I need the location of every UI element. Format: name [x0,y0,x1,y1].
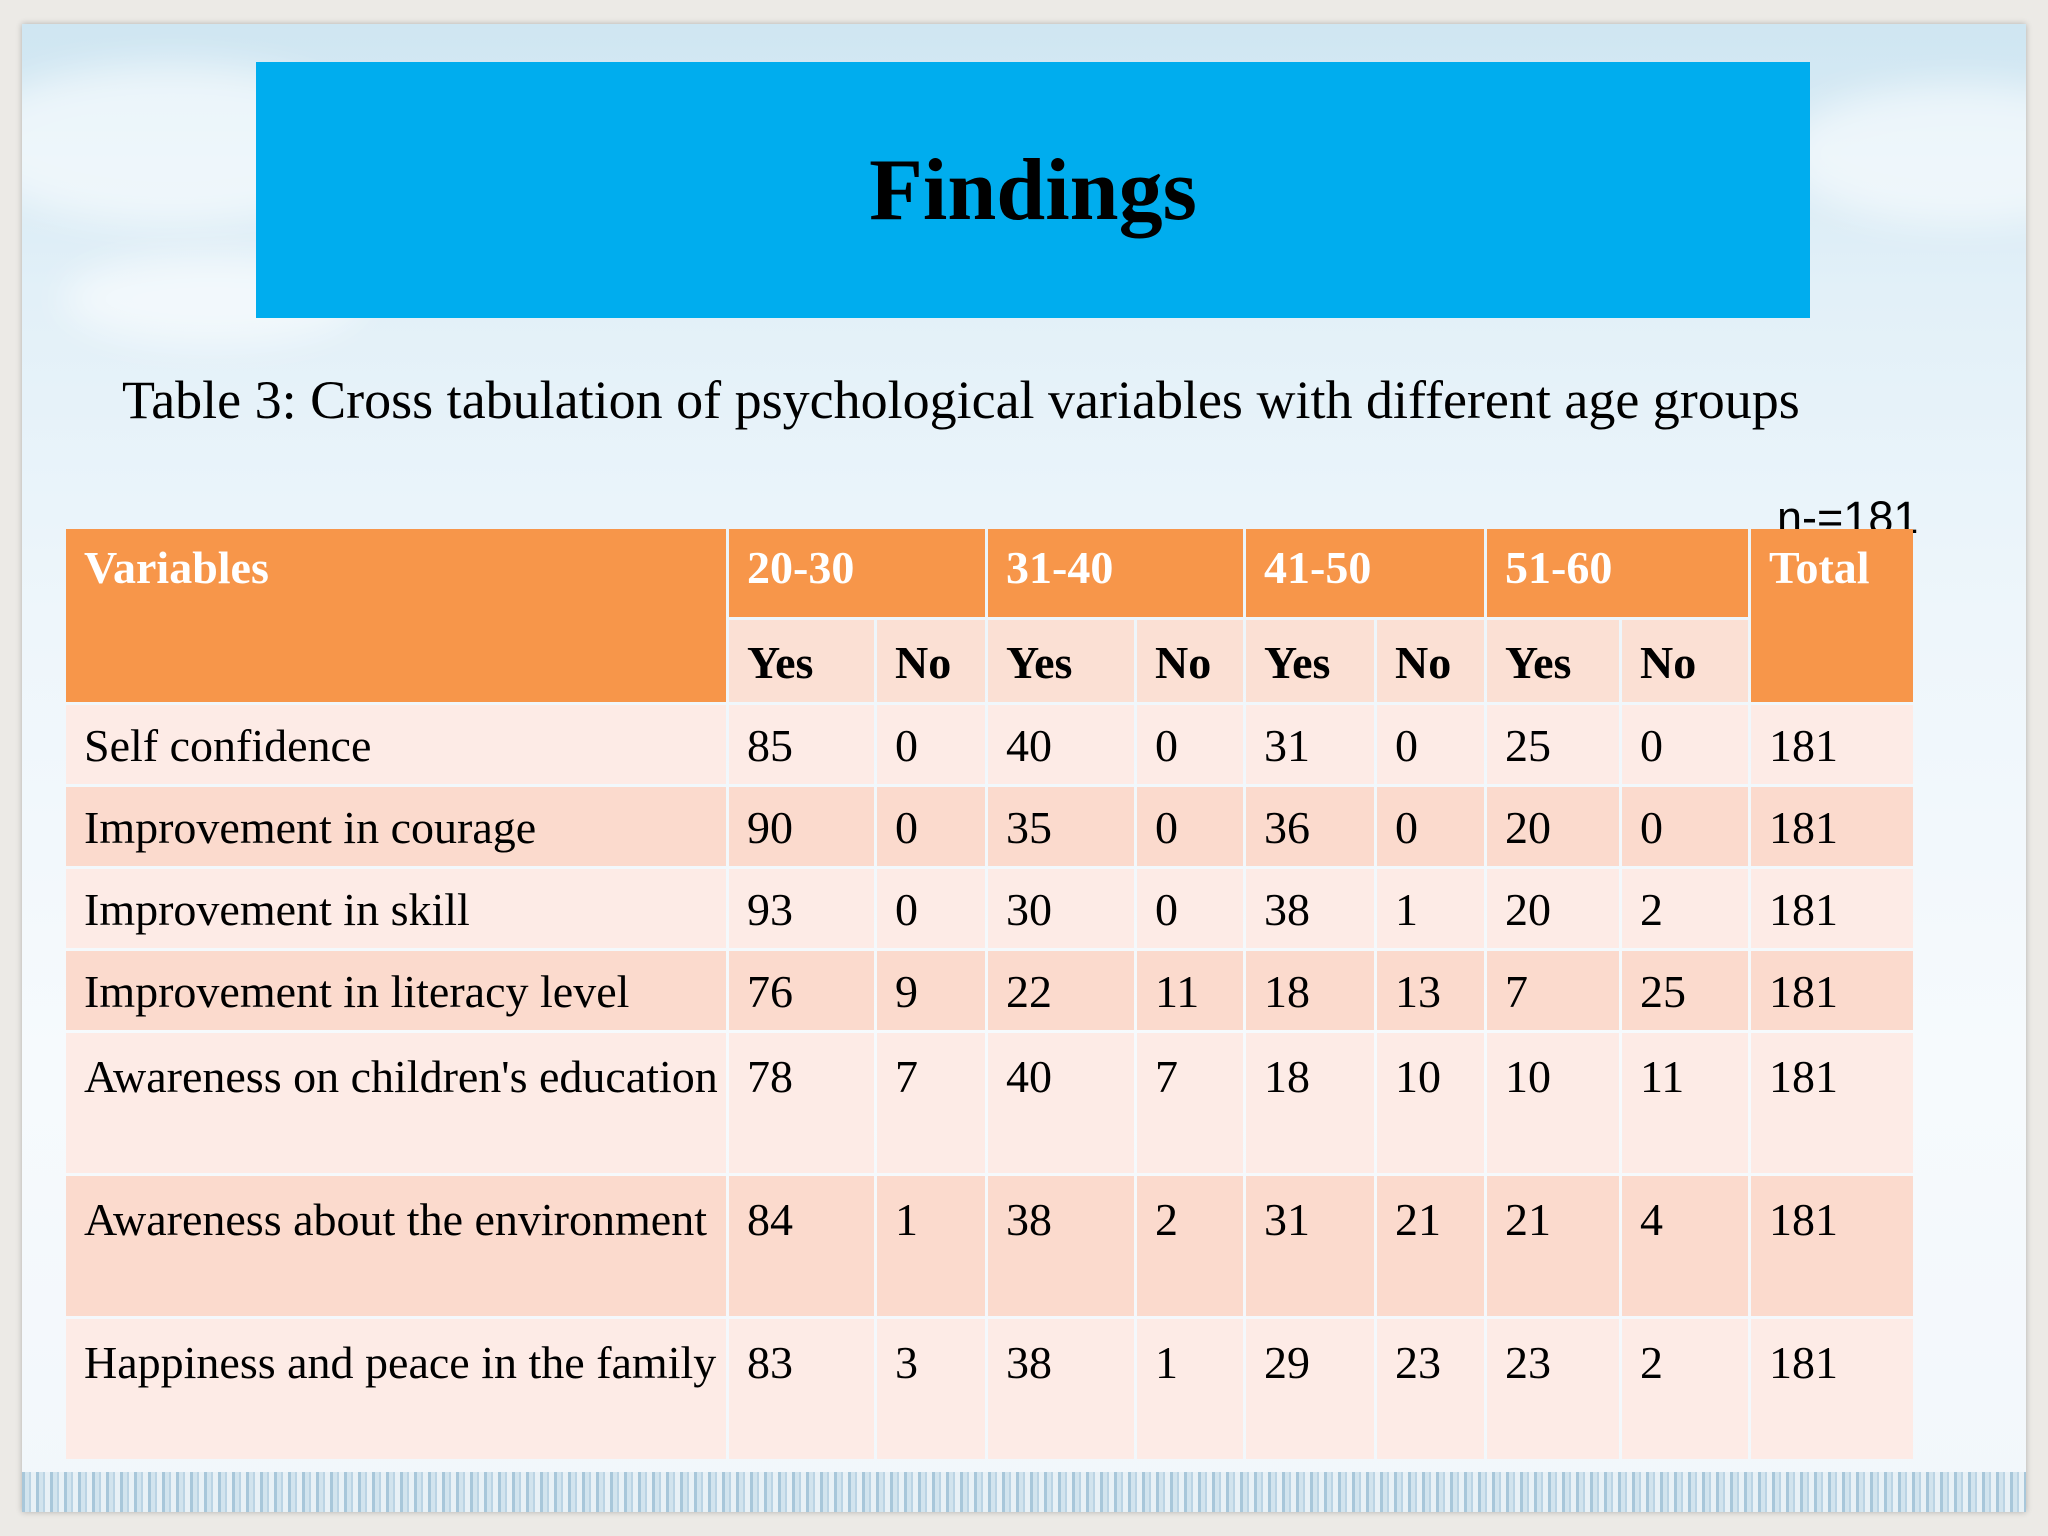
cross-tab-table: Variables 20-30 31-40 41-50 51-60 Total … [63,526,1916,1462]
cell: 35 [988,787,1134,866]
header-variables: Variables [66,529,726,702]
total-cell: 181 [1751,869,1913,948]
total-cell: 181 [1751,951,1913,1030]
cell: 13 [1377,951,1484,1030]
table-row: Improvement in literacy level 76 9 22 11… [66,951,1913,1030]
cell: 31 [1246,1176,1374,1316]
cell: 31 [1246,705,1374,784]
cell: 7 [1487,951,1619,1030]
cell: 76 [729,951,874,1030]
cell: 0 [1137,705,1243,784]
cell: 1 [1377,869,1484,948]
cell: 2 [1622,1319,1748,1459]
table-row: Improvement in skill 93 0 30 0 38 1 20 2… [66,869,1913,948]
cell: 20 [1487,787,1619,866]
cell: 2 [1137,1176,1243,1316]
row-label: Awareness on children's education [66,1033,726,1173]
total-cell: 181 [1751,787,1913,866]
header-group: 20-30 [729,529,985,617]
title-banner: Findings [256,62,1810,318]
table-caption: Table 3: Cross tabulation of psychologic… [122,370,1800,430]
header-group: 51-60 [1487,529,1748,617]
cell: 0 [1137,787,1243,866]
cell: 0 [1622,705,1748,784]
sub-header: Yes [729,620,874,702]
cell: 38 [988,1319,1134,1459]
cell: 0 [877,705,985,784]
table-row: Self confidence 85 0 40 0 31 0 25 0 181 [66,705,1913,784]
row-label: Improvement in courage [66,787,726,866]
cell: 7 [877,1033,985,1173]
cell: 2 [1622,869,1748,948]
cell: 36 [1246,787,1374,866]
cell: 78 [729,1033,874,1173]
cell: 0 [1137,869,1243,948]
cell: 10 [1487,1033,1619,1173]
row-label: Improvement in literacy level [66,951,726,1030]
total-cell: 181 [1751,1319,1913,1459]
cell: 21 [1377,1176,1484,1316]
sub-header: No [1377,620,1484,702]
row-label: Happiness and peace in the family [66,1319,726,1459]
cell: 18 [1246,1033,1374,1173]
total-cell: 181 [1751,1176,1913,1316]
cell: 90 [729,787,874,866]
cell: 84 [729,1176,874,1316]
cell: 40 [988,705,1134,784]
cell: 20 [1487,869,1619,948]
row-label: Awareness about the environment [66,1176,726,1316]
table-row: Happiness and peace in the family 83 3 3… [66,1319,1913,1459]
slide-title: Findings [869,141,1197,239]
cell: 7 [1137,1033,1243,1173]
total-cell: 181 [1751,1033,1913,1173]
cell: 9 [877,951,985,1030]
cell: 0 [1377,787,1484,866]
sub-header: Yes [1487,620,1619,702]
cell: 0 [1377,705,1484,784]
cell: 4 [1622,1176,1748,1316]
cell: 1 [1137,1319,1243,1459]
table-row: Awareness on children's education 78 7 4… [66,1033,1913,1173]
header-group: 31-40 [988,529,1243,617]
total-cell: 181 [1751,705,1913,784]
cell: 0 [877,787,985,866]
table-row: Awareness about the environment 84 1 38 … [66,1176,1913,1316]
cell: 10 [1377,1033,1484,1173]
cell: 21 [1487,1176,1619,1316]
sub-header: No [877,620,985,702]
cell: 29 [1246,1319,1374,1459]
row-label: Self confidence [66,705,726,784]
cell: 23 [1377,1319,1484,1459]
cell: 3 [877,1319,985,1459]
cell: 0 [877,869,985,948]
cell: 83 [729,1319,874,1459]
cell: 22 [988,951,1134,1030]
grass-decoration [22,1472,2026,1512]
header-group: 41-50 [1246,529,1484,617]
cell: 11 [1137,951,1243,1030]
table-row: Improvement in courage 90 0 35 0 36 0 20… [66,787,1913,866]
cell: 30 [988,869,1134,948]
cell: 38 [1246,869,1374,948]
sub-header: No [1137,620,1243,702]
cell: 38 [988,1176,1134,1316]
sub-header: Yes [988,620,1134,702]
cell: 1 [877,1176,985,1316]
cell: 0 [1622,787,1748,866]
sub-header: Yes [1246,620,1374,702]
sub-header: No [1622,620,1748,702]
cell: 25 [1622,951,1748,1030]
cell: 25 [1487,705,1619,784]
cell: 85 [729,705,874,784]
cell: 11 [1622,1033,1748,1173]
header-total: Total [1751,529,1913,702]
cell: 93 [729,869,874,948]
cell: 18 [1246,951,1374,1030]
row-label: Improvement in skill [66,869,726,948]
cell: 40 [988,1033,1134,1173]
cell: 23 [1487,1319,1619,1459]
